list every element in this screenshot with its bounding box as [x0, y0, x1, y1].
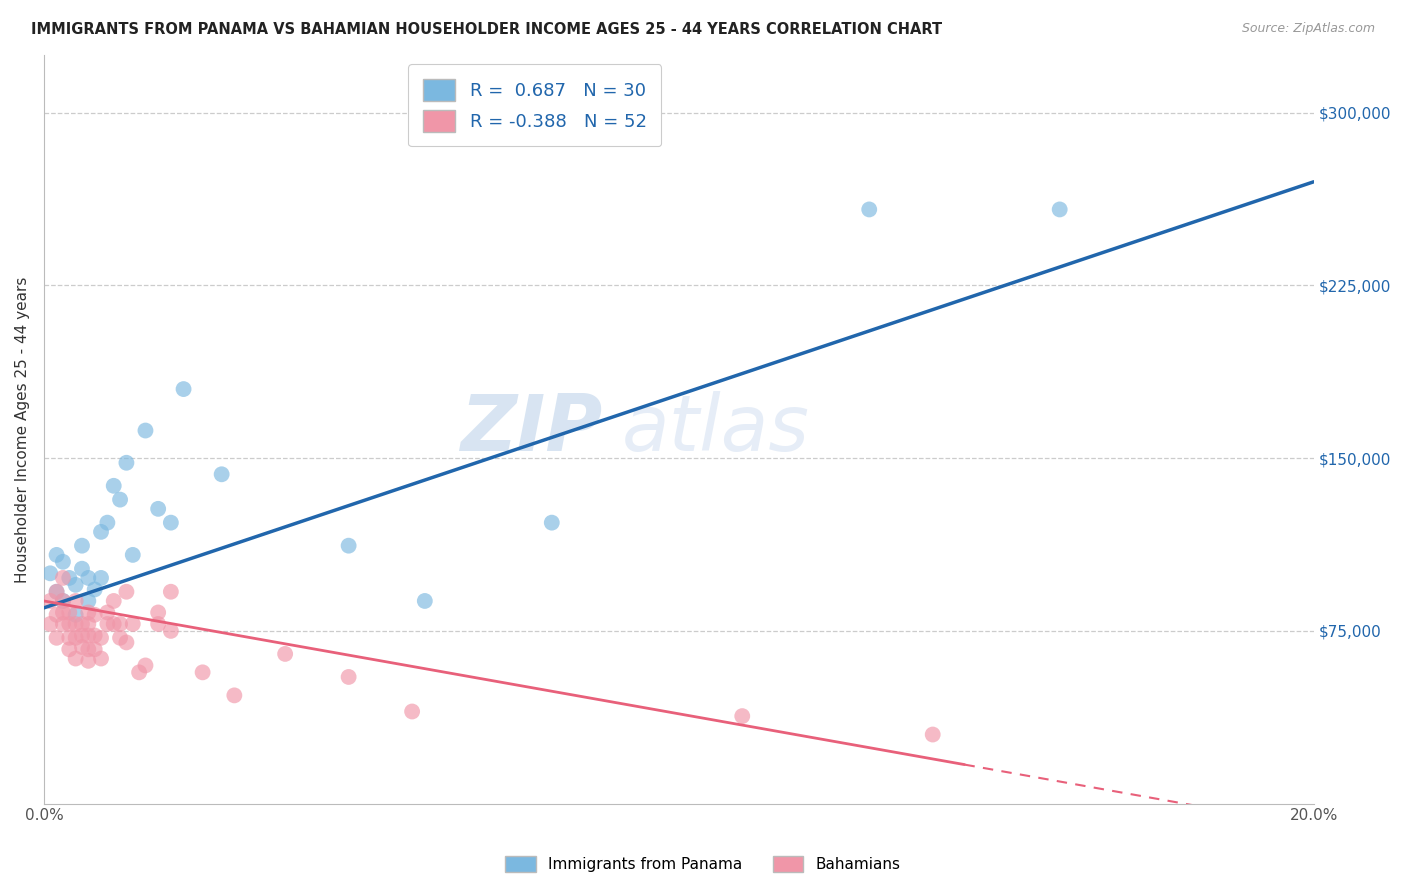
Point [540, 516, 562, 530]
Point [96, 617, 118, 632]
Text: ZIP: ZIP [460, 392, 603, 467]
Text: Source: ZipAtlas.com: Source: ZipAtlas.com [1241, 22, 1375, 36]
Point [65, 578, 87, 592]
Point [52, 617, 75, 632]
Point [52, 594, 75, 608]
Point [115, 584, 138, 599]
Point [413, 594, 436, 608]
Point [70, 562, 93, 576]
Point [115, 635, 138, 649]
Point [70, 640, 93, 654]
Point [103, 594, 125, 608]
Point [39, 617, 62, 632]
Point [134, 658, 156, 673]
Point [77, 571, 100, 585]
Point [58, 571, 80, 585]
Point [121, 617, 143, 632]
Y-axis label: Householder Income Ages 25 - 44 years: Householder Income Ages 25 - 44 years [15, 277, 30, 582]
Point [146, 501, 169, 516]
Point [52, 594, 75, 608]
Point [58, 606, 80, 620]
Point [160, 624, 183, 638]
Point [274, 647, 297, 661]
Point [52, 571, 75, 585]
Text: atlas: atlas [621, 392, 810, 467]
Point [58, 642, 80, 657]
Point [128, 665, 150, 680]
Point [45, 584, 67, 599]
Point [65, 607, 87, 622]
Point [401, 705, 423, 719]
Point [65, 651, 87, 665]
Point [77, 594, 100, 608]
Point [858, 202, 880, 217]
Point [83, 628, 105, 642]
Point [134, 424, 156, 438]
Point [45, 584, 67, 599]
Point [65, 617, 87, 632]
Point [96, 606, 118, 620]
Point [52, 606, 75, 620]
Point [90, 524, 112, 539]
Point [77, 628, 100, 642]
Text: IMMIGRANTS FROM PANAMA VS BAHAMIAN HOUSEHOLDER INCOME AGES 25 - 44 YEARS CORRELA: IMMIGRANTS FROM PANAMA VS BAHAMIAN HOUSE… [31, 22, 942, 37]
Point [70, 628, 93, 642]
Point [45, 548, 67, 562]
Point [90, 631, 112, 645]
Point [83, 582, 105, 597]
Point [77, 642, 100, 657]
Point [108, 631, 131, 645]
Point [211, 467, 233, 482]
Point [173, 382, 195, 396]
Point [108, 617, 131, 632]
Point [58, 631, 80, 645]
Point [52, 555, 75, 569]
Point [45, 607, 67, 622]
Point [160, 584, 183, 599]
Legend: R =  0.687   N = 30, R = -0.388   N = 52: R = 0.687 N = 30, R = -0.388 N = 52 [409, 64, 661, 146]
Point [115, 456, 138, 470]
Point [146, 606, 169, 620]
Point [121, 548, 143, 562]
Point [90, 571, 112, 585]
Point [191, 665, 214, 680]
Point [921, 727, 943, 741]
Point [90, 651, 112, 665]
Point [224, 689, 246, 703]
Point [83, 642, 105, 657]
Point [77, 654, 100, 668]
Point [70, 617, 93, 632]
Point [103, 479, 125, 493]
Legend: Immigrants from Panama, Bahamians: Immigrants from Panama, Bahamians [498, 848, 908, 880]
Point [39, 594, 62, 608]
Point [65, 631, 87, 645]
Point [337, 670, 360, 684]
Point [337, 539, 360, 553]
Point [77, 617, 100, 632]
Point [58, 617, 80, 632]
Point [65, 594, 87, 608]
Point [96, 516, 118, 530]
Point [39, 566, 62, 581]
Point [731, 709, 754, 723]
Point [77, 606, 100, 620]
Point [103, 617, 125, 632]
Point [108, 492, 131, 507]
Point [70, 539, 93, 553]
Point [83, 607, 105, 622]
Point [45, 631, 67, 645]
Point [1049, 202, 1071, 217]
Point [160, 516, 183, 530]
Point [146, 617, 169, 632]
